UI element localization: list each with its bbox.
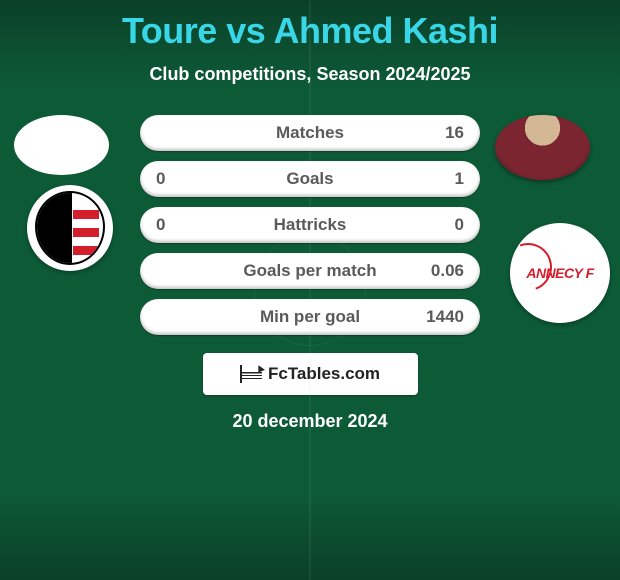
club-left-logo [27,185,113,271]
watermark-badge: FcTables.com [203,353,418,395]
stat-label: Goals per match [196,261,424,281]
stat-right-value: 0 [424,215,464,235]
stat-label: Goals [196,169,424,189]
subtitle: Club competitions, Season 2024/2025 [0,64,620,85]
player-left-avatar [14,115,109,175]
stat-label: Min per goal [196,307,424,327]
club-left-crest-icon [35,191,105,265]
stat-row: Min per goal 1440 [140,299,480,335]
stat-label: Matches [196,123,424,143]
stat-right-value: 16 [424,123,464,143]
stat-right-value: 0.06 [424,261,464,281]
stat-row: Matches 16 [140,115,480,151]
stat-right-value: 1 [424,169,464,189]
player-right-avatar [495,115,590,180]
club-right-text: ANNECY F [526,265,593,281]
club-right-logo: ANNECY F [510,223,610,323]
stats-list: Matches 16 0 Goals 1 0 Hattricks 0 Goals… [140,115,480,335]
comparison-area: ANNECY F Matches 16 0 Goals 1 0 Hattrick… [0,115,620,335]
stat-row: Goals per match 0.06 [140,253,480,289]
chart-icon [240,365,262,383]
stat-row: 0 Hattricks 0 [140,207,480,243]
page-title: Toure vs Ahmed Kashi [0,0,620,52]
watermark-text: FcTables.com [268,364,380,384]
date-text: 20 december 2024 [0,411,620,432]
stat-label: Hattricks [196,215,424,235]
stat-left-value: 0 [156,215,196,235]
stat-row: 0 Goals 1 [140,161,480,197]
stat-right-value: 1440 [424,307,464,327]
stat-left-value: 0 [156,169,196,189]
